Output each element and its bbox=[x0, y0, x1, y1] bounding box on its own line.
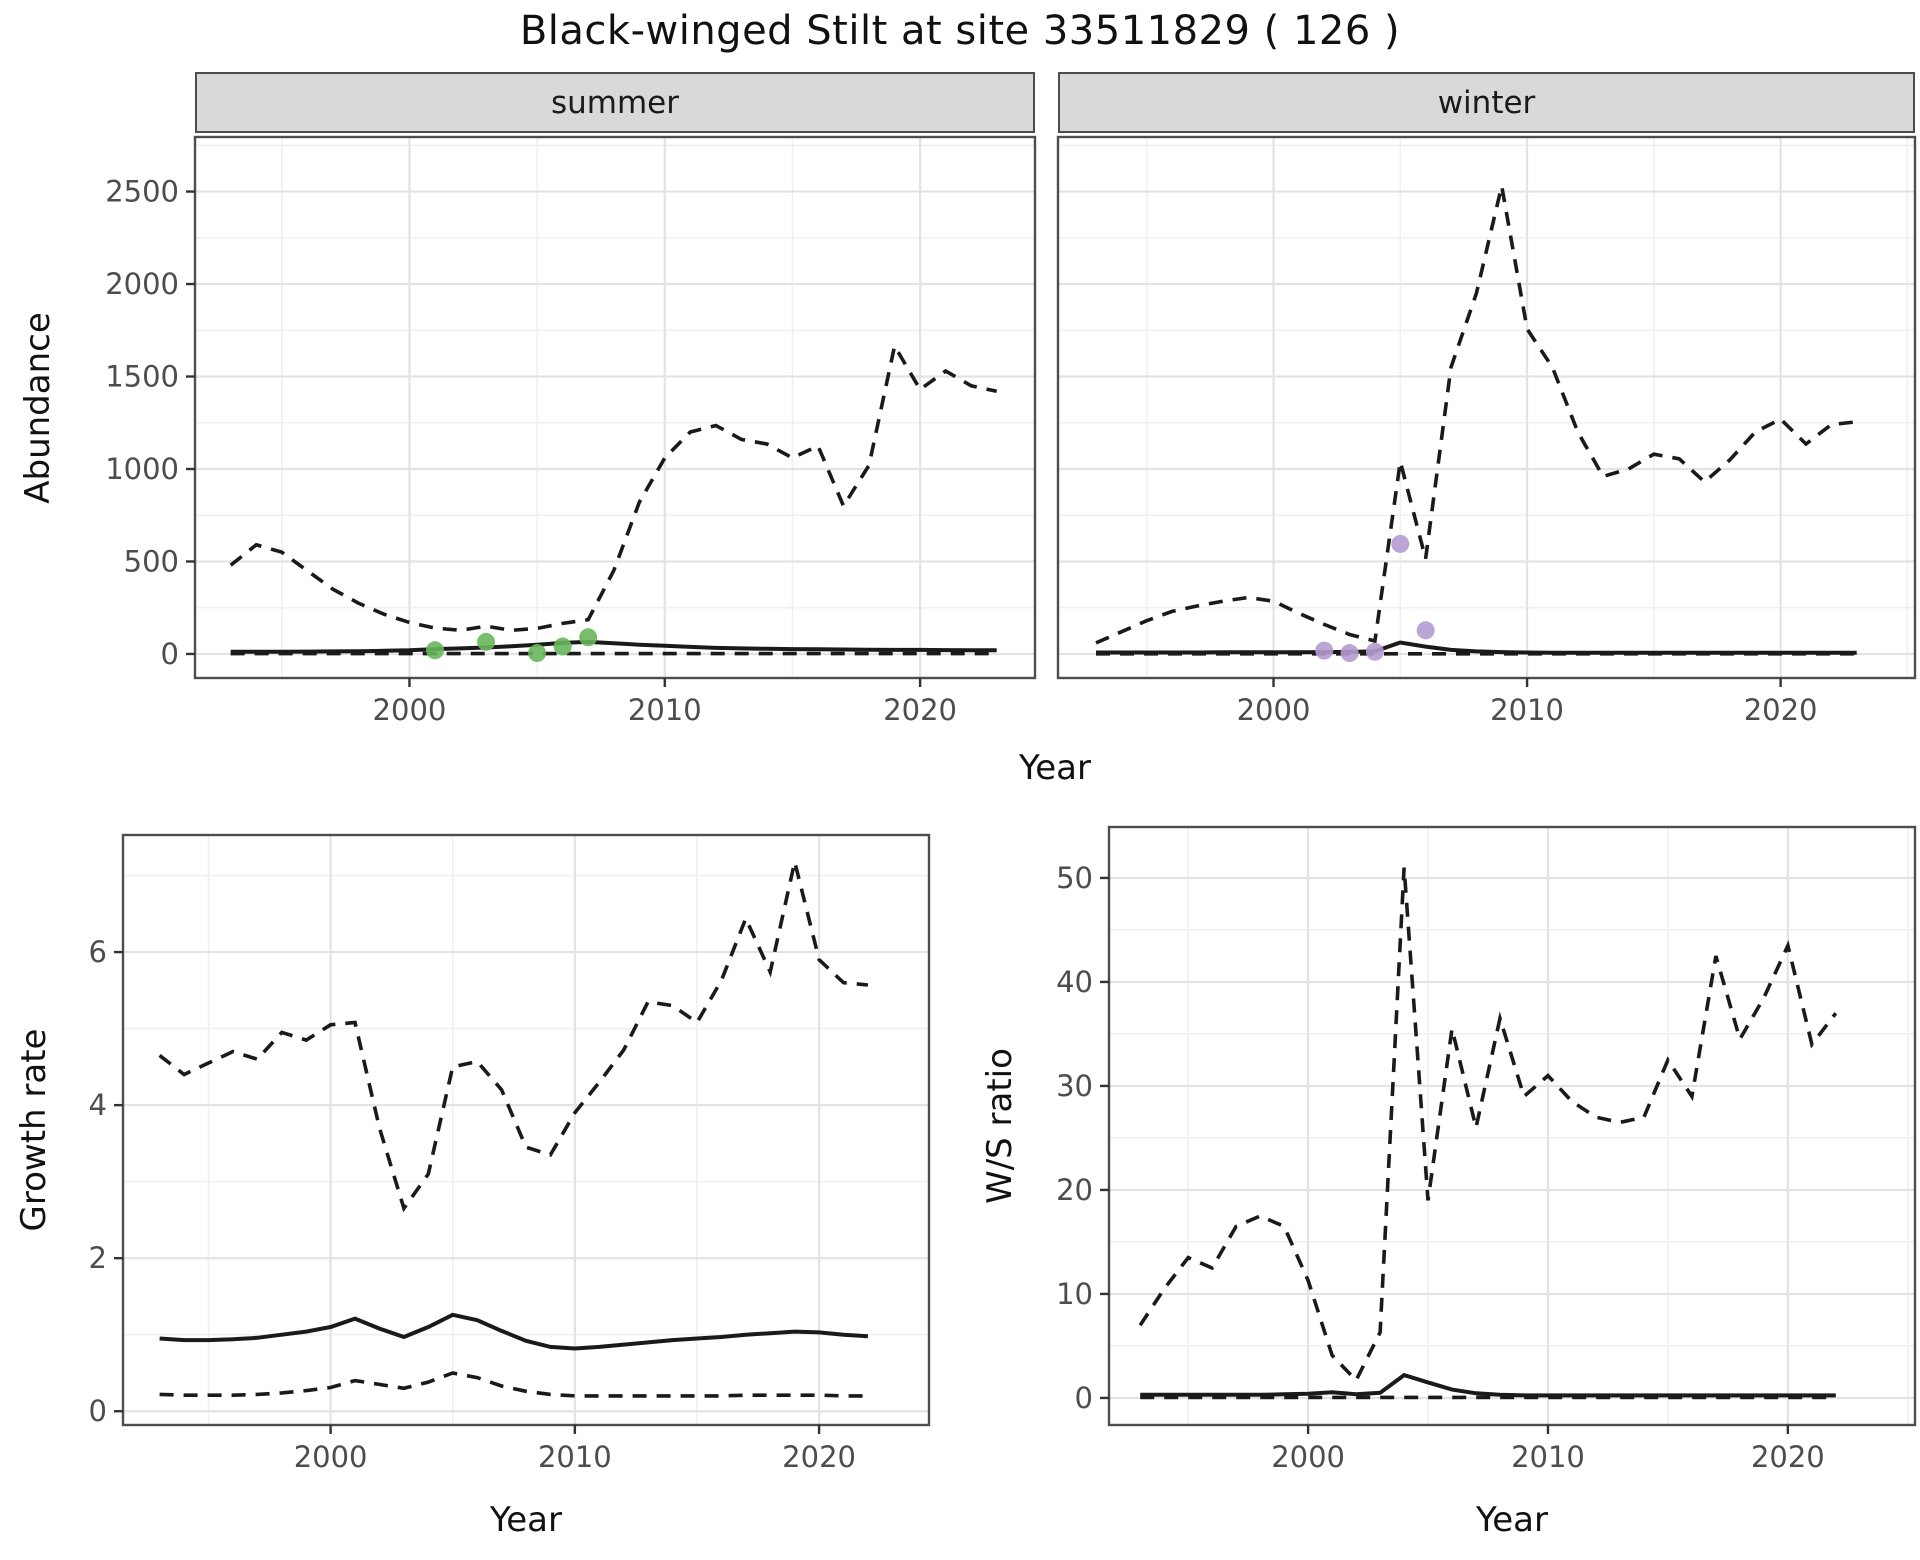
y-tick-label: 30 bbox=[1056, 1069, 1093, 1103]
x-tick-label: 2010 bbox=[538, 1440, 612, 1474]
x-tick-label: 2000 bbox=[1271, 1440, 1345, 1474]
y-tick-label: 40 bbox=[1056, 965, 1093, 999]
y-tick-label: 2000 bbox=[105, 267, 179, 301]
facet-strip-summer-label: summer bbox=[550, 84, 679, 121]
summer-observed-point bbox=[553, 637, 572, 656]
summer-observed-point bbox=[477, 632, 496, 651]
y-tick-label: 0 bbox=[89, 1394, 107, 1428]
x-tick-label: 2010 bbox=[628, 693, 702, 727]
growth_rate-lower_dashed-line bbox=[159, 1371, 868, 1398]
facet-strip-winter: winter bbox=[1058, 72, 1915, 133]
winter-observed-point bbox=[1340, 644, 1359, 663]
winter-observed-point bbox=[1365, 642, 1384, 661]
x-axis-title-growth: Year bbox=[490, 1500, 562, 1540]
winter-median_solid-line bbox=[1096, 640, 1857, 655]
growth_rate-median_solid-line bbox=[159, 1312, 869, 1351]
x-tick-label: 2010 bbox=[1511, 1440, 1585, 1474]
y-tick-label: 10 bbox=[1056, 1277, 1093, 1311]
facet-strip-summer: summer bbox=[195, 72, 1035, 133]
winter-observed-point bbox=[1315, 641, 1334, 660]
x-tick-label: 2020 bbox=[782, 1440, 856, 1474]
x-tick-label: 2000 bbox=[1237, 693, 1311, 727]
growth_rate-panel-border bbox=[121, 833, 931, 1427]
summer-observed-point bbox=[426, 641, 444, 660]
y-tick-label: 20 bbox=[1056, 1173, 1093, 1207]
chart-title: Black-winged Stilt at site 33511829 ( 12… bbox=[519, 8, 1401, 54]
y-tick-label: 0 bbox=[161, 637, 179, 671]
y-tick-label: 4 bbox=[89, 1088, 107, 1122]
x-tick-label: 2000 bbox=[373, 693, 447, 727]
y-tick-label: 1500 bbox=[105, 360, 179, 394]
facet-strip-winter-label: winter bbox=[1437, 84, 1536, 121]
winter-observed-point bbox=[1391, 534, 1410, 553]
y-tick-label: 2 bbox=[89, 1241, 107, 1275]
x-tick-label: 2020 bbox=[1751, 1440, 1825, 1474]
x-tick-label: 2020 bbox=[1744, 693, 1818, 727]
x-tick-label: 2000 bbox=[294, 1440, 368, 1474]
x-axis-title-ws: Year bbox=[1476, 1500, 1548, 1540]
y-tick-label: 2500 bbox=[105, 175, 179, 209]
y-tick-label: 500 bbox=[124, 544, 179, 578]
summer-observed-point bbox=[579, 628, 598, 647]
summer-median_solid-line bbox=[230, 639, 997, 654]
ws_ratio-median_solid-line bbox=[1140, 1372, 1836, 1398]
ws_ratio-panel-border bbox=[1107, 825, 1917, 1427]
growth_rate-upper_dashed-line bbox=[158, 861, 869, 1213]
x-tick-label: 2010 bbox=[1490, 693, 1564, 727]
winter-panel-border bbox=[1056, 135, 1917, 680]
y-tick-label: 50 bbox=[1056, 861, 1093, 895]
ws_ratio-upper_dashed-line bbox=[1138, 867, 1838, 1384]
summer-observed-point bbox=[528, 644, 547, 663]
x-tick-label: 2020 bbox=[883, 693, 957, 727]
summer-upper_dashed-line bbox=[229, 341, 998, 633]
summer-panel-border bbox=[193, 135, 1037, 680]
y-tick-label: 0 bbox=[1075, 1381, 1093, 1415]
x-axis-title-top: Year bbox=[1019, 748, 1091, 788]
y-tick-label: 6 bbox=[89, 935, 107, 969]
winter-observed-point bbox=[1416, 621, 1435, 640]
y-tick-label: 1000 bbox=[105, 452, 179, 486]
winter-upper_dashed-line bbox=[1095, 185, 1857, 645]
